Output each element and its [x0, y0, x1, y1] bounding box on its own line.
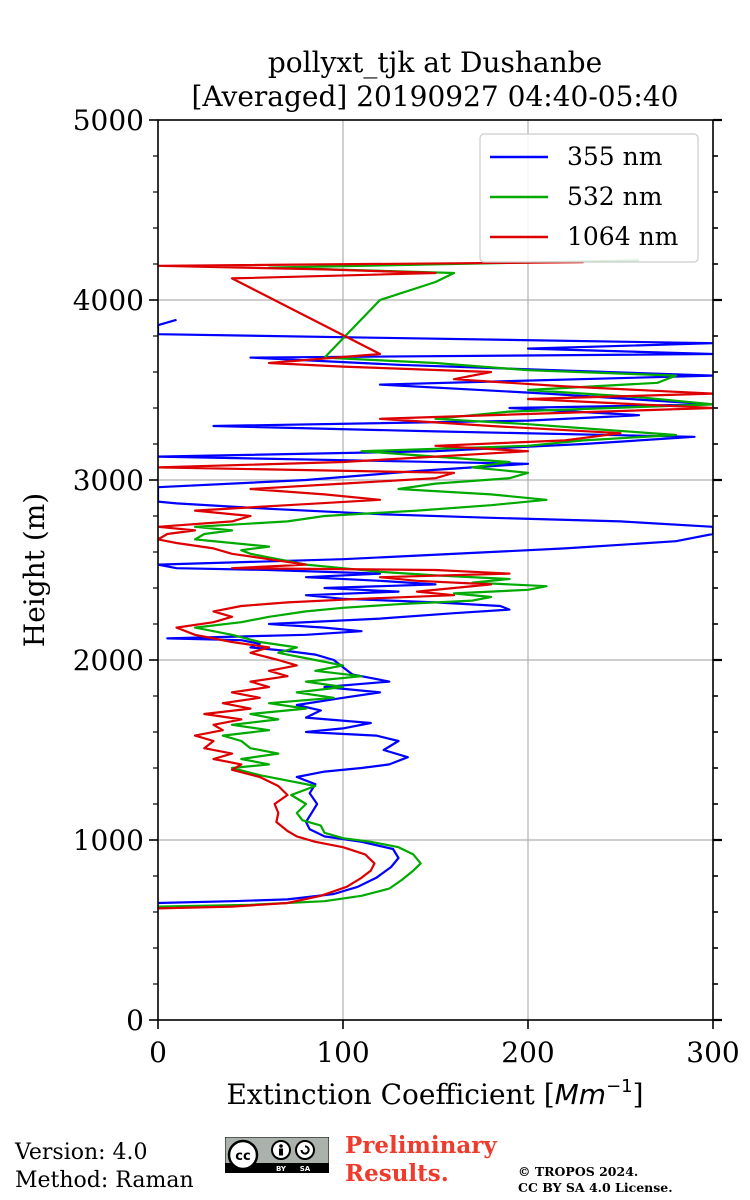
sa-icon — [295, 1140, 315, 1160]
x-tick-label-100: 100 — [316, 1036, 369, 1069]
plot-frame — [157, 119, 714, 1021]
y-tick-label-2000: 2000 — [73, 644, 144, 677]
preliminary-line1: Preliminary — [345, 1132, 497, 1159]
copyright-text: © TROPOS 2024. CC BY SA 4.0 License. — [518, 1164, 673, 1196]
cc-by-sa-badge: cc BY SA — [225, 1137, 329, 1173]
series-line-1064-nm — [158, 261, 713, 910]
y-axis-label: Height (m) — [18, 493, 51, 647]
x-tick-label-200: 200 — [501, 1036, 554, 1069]
y-tick-label-5000: 5000 — [73, 104, 144, 137]
badge-sa-text: SA — [300, 1165, 311, 1173]
grid-lines — [158, 120, 713, 1020]
x-axis-label: Extinction Coefficient [Mm−1] — [226, 1076, 643, 1111]
legend: 355 nm 532 nm 1064 nm — [479, 133, 699, 263]
legend-label-1064: 1064 nm — [567, 222, 679, 251]
y-tick-label-1000: 1000 — [73, 824, 144, 857]
data-series — [158, 259, 713, 910]
x-tick-label-300: 300 — [686, 1036, 739, 1069]
copyright-line2: CC BY SA 4.0 License. — [518, 1180, 673, 1195]
svg-text:cc: cc — [235, 1149, 250, 1164]
method-text: Method: Raman — [15, 1168, 194, 1193]
badge-by-text: BY — [276, 1165, 287, 1173]
y-tick-label-0: 0 — [126, 1004, 144, 1037]
chart-title-line1: pollyxt_tjk at Dushanbe — [268, 46, 602, 79]
preliminary-results-text: Preliminary Results. — [345, 1132, 497, 1188]
legend-box — [479, 133, 699, 263]
x-tick-label-0: 0 — [149, 1036, 167, 1069]
y-tick-label-4000: 4000 — [73, 284, 144, 317]
series-line-532-nm — [158, 259, 713, 908]
y-tick-label-3000: 3000 — [73, 464, 144, 497]
cc-icon — [227, 1139, 259, 1171]
preliminary-line2: Results. — [345, 1160, 449, 1187]
chart-title-line2: [Averaged] 20190927 04:40-05:40 — [192, 80, 679, 113]
copyright-line1: © TROPOS 2024. — [518, 1164, 639, 1179]
version-text: Version: 4.0 — [15, 1140, 148, 1165]
legend-label-532: 532 nm — [567, 182, 663, 211]
legend-label-355: 355 nm — [567, 142, 663, 171]
